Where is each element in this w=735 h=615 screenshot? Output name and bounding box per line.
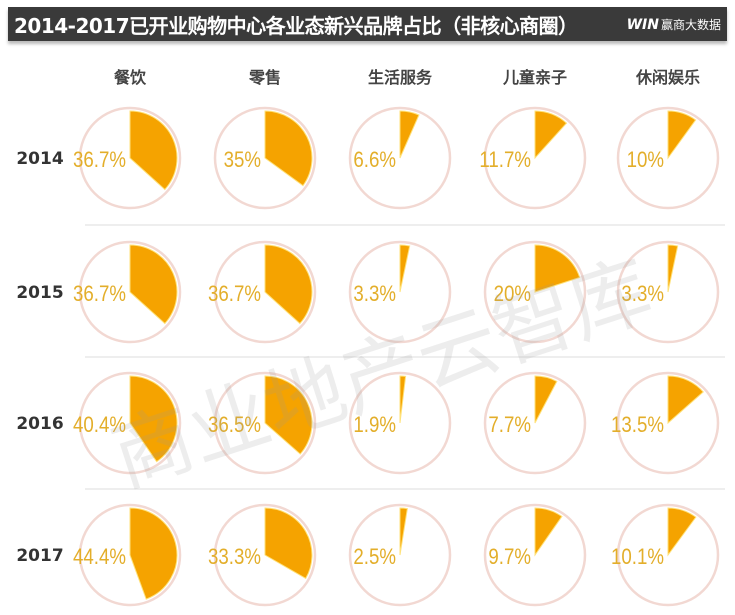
pie-slice bbox=[667, 375, 704, 425]
pie-slice bbox=[399, 244, 411, 293]
pie-slice bbox=[399, 110, 420, 159]
pie-slice bbox=[399, 507, 408, 556]
data-label: 44.4% bbox=[73, 546, 126, 570]
data-label: 36.5% bbox=[208, 414, 261, 438]
data-label: 2.5% bbox=[353, 546, 396, 570]
pie-slice bbox=[129, 110, 178, 191]
data-label: 7.7% bbox=[488, 414, 531, 438]
data-label: 9.7% bbox=[488, 546, 531, 570]
year-label: 2016 bbox=[16, 414, 63, 434]
data-label: 20% bbox=[494, 283, 531, 307]
category-label: 零售 bbox=[248, 68, 281, 87]
category-label: 休闲娱乐 bbox=[635, 68, 700, 87]
data-label: 33.3% bbox=[208, 546, 261, 570]
brand-name: 赢商大数据 bbox=[660, 17, 721, 32]
title-bar: 2014-2017已开业购物中心各业态新兴品牌占比（非核心商圈） WIN 赢商大数… bbox=[8, 7, 727, 41]
pie-slice bbox=[129, 244, 178, 325]
pie-slice bbox=[667, 244, 679, 293]
pie-slice bbox=[534, 507, 563, 557]
chart-title: 2014-2017已开业购物中心各业态新兴品牌占比（非核心商圈） bbox=[14, 13, 578, 38]
data-label: 35% bbox=[224, 149, 261, 173]
pie-slice bbox=[399, 375, 407, 424]
pie-slice bbox=[667, 507, 697, 557]
pie-slice bbox=[264, 507, 313, 580]
data-label: 10.1% bbox=[611, 546, 664, 570]
year-label: 2017 bbox=[16, 546, 63, 566]
pie-slice bbox=[667, 110, 697, 160]
pie-slice bbox=[264, 375, 313, 455]
pie-slice bbox=[534, 110, 568, 160]
brand-logo: WIN 赢商大数据 bbox=[627, 16, 721, 33]
data-label: 13.5% bbox=[611, 414, 664, 438]
pie-slice bbox=[534, 375, 558, 424]
pie-slice bbox=[264, 110, 313, 187]
data-label: 11.7% bbox=[479, 149, 531, 173]
data-label: 6.6% bbox=[353, 149, 396, 173]
data-label: 3.3% bbox=[621, 283, 664, 307]
data-label: 40.4% bbox=[73, 414, 126, 438]
data-label: 3.3% bbox=[353, 283, 396, 307]
brand-logo-mark: WIN bbox=[626, 16, 659, 33]
year-label: 2015 bbox=[16, 283, 63, 303]
pie-slice bbox=[129, 507, 178, 600]
data-label: 36.7% bbox=[208, 283, 261, 307]
pie-slice bbox=[534, 244, 581, 293]
data-label: 10% bbox=[627, 149, 664, 173]
pie-slice bbox=[264, 244, 313, 325]
category-label: 餐饮 bbox=[113, 68, 147, 87]
data-label: 1.9% bbox=[353, 414, 396, 438]
category-label: 生活服务 bbox=[368, 68, 433, 87]
category-label: 儿童亲子 bbox=[502, 68, 567, 87]
data-label: 36.7% bbox=[73, 283, 126, 307]
pie-slice bbox=[129, 375, 178, 463]
year-label: 2014 bbox=[16, 149, 63, 169]
data-label: 36.7% bbox=[73, 149, 126, 173]
